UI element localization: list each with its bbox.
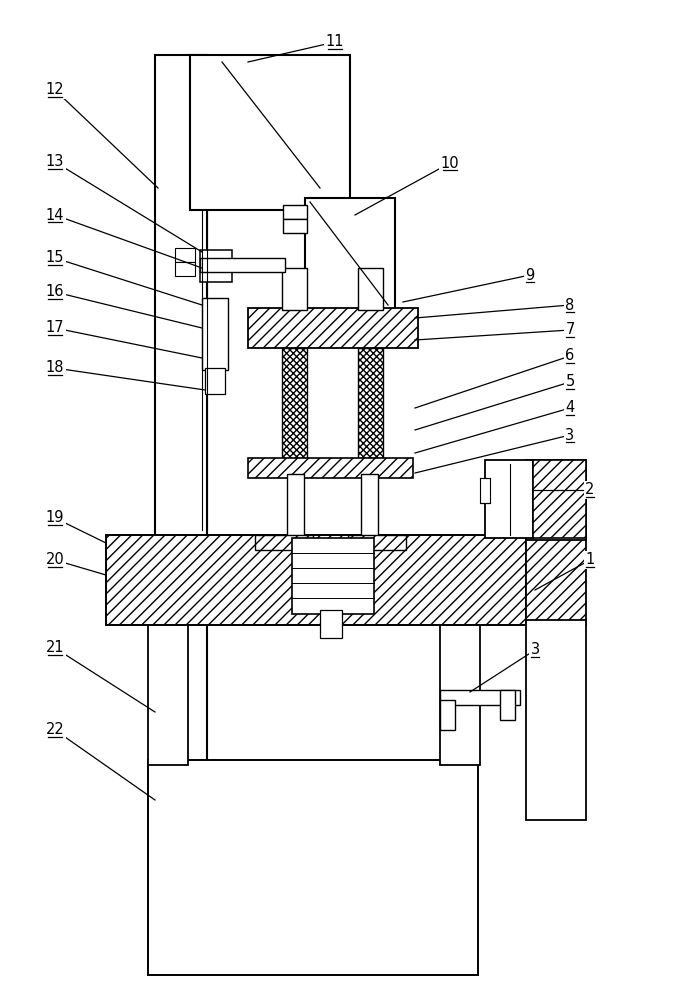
Bar (202, 298, 228, 370)
Text: 11: 11 (326, 34, 344, 49)
Bar (320, 610, 342, 638)
Bar (282, 268, 307, 310)
Bar (255, 535, 313, 550)
Bar (480, 478, 490, 503)
Bar (358, 268, 383, 310)
Bar (287, 474, 304, 539)
Text: 21: 21 (46, 641, 65, 656)
Text: 16: 16 (46, 284, 64, 300)
Text: 3: 3 (530, 643, 539, 658)
Bar (358, 348, 383, 464)
Bar (526, 535, 586, 625)
Bar (292, 538, 374, 614)
Bar (200, 250, 232, 282)
Text: 22: 22 (46, 722, 65, 738)
Text: 8: 8 (565, 298, 575, 312)
Text: 4: 4 (565, 400, 575, 416)
Bar (348, 535, 406, 550)
Bar (155, 55, 207, 955)
Bar (200, 258, 285, 272)
Text: 15: 15 (46, 250, 64, 265)
Bar (533, 460, 586, 538)
Text: 10: 10 (441, 155, 459, 170)
Bar (283, 219, 307, 233)
Bar (205, 368, 225, 394)
Bar (440, 700, 455, 730)
Bar (106, 535, 526, 625)
Bar (440, 690, 520, 705)
Bar (248, 458, 413, 478)
Text: 19: 19 (46, 510, 64, 526)
Text: 9: 9 (525, 267, 534, 282)
Text: 20: 20 (46, 552, 65, 568)
Bar (282, 348, 307, 464)
Bar (175, 262, 195, 276)
Text: 18: 18 (46, 360, 64, 375)
Bar (190, 55, 350, 210)
Text: 3: 3 (566, 428, 575, 442)
Bar (148, 620, 188, 765)
Bar (485, 460, 533, 538)
Bar (361, 474, 378, 539)
Text: 17: 17 (46, 320, 65, 336)
Bar (500, 690, 515, 720)
Text: 12: 12 (46, 83, 65, 98)
Text: 5: 5 (565, 374, 575, 389)
Bar (526, 620, 586, 820)
Text: 6: 6 (565, 349, 575, 363)
Bar (526, 460, 586, 540)
Bar (248, 308, 418, 348)
Text: 1: 1 (585, 552, 595, 568)
Bar (283, 205, 307, 219)
Text: 13: 13 (46, 154, 64, 169)
Bar (440, 620, 480, 765)
Text: 14: 14 (46, 208, 64, 223)
Text: 2: 2 (585, 483, 595, 497)
Bar (148, 760, 478, 975)
Bar (305, 198, 395, 310)
Bar (175, 248, 195, 262)
Text: 7: 7 (565, 322, 575, 338)
